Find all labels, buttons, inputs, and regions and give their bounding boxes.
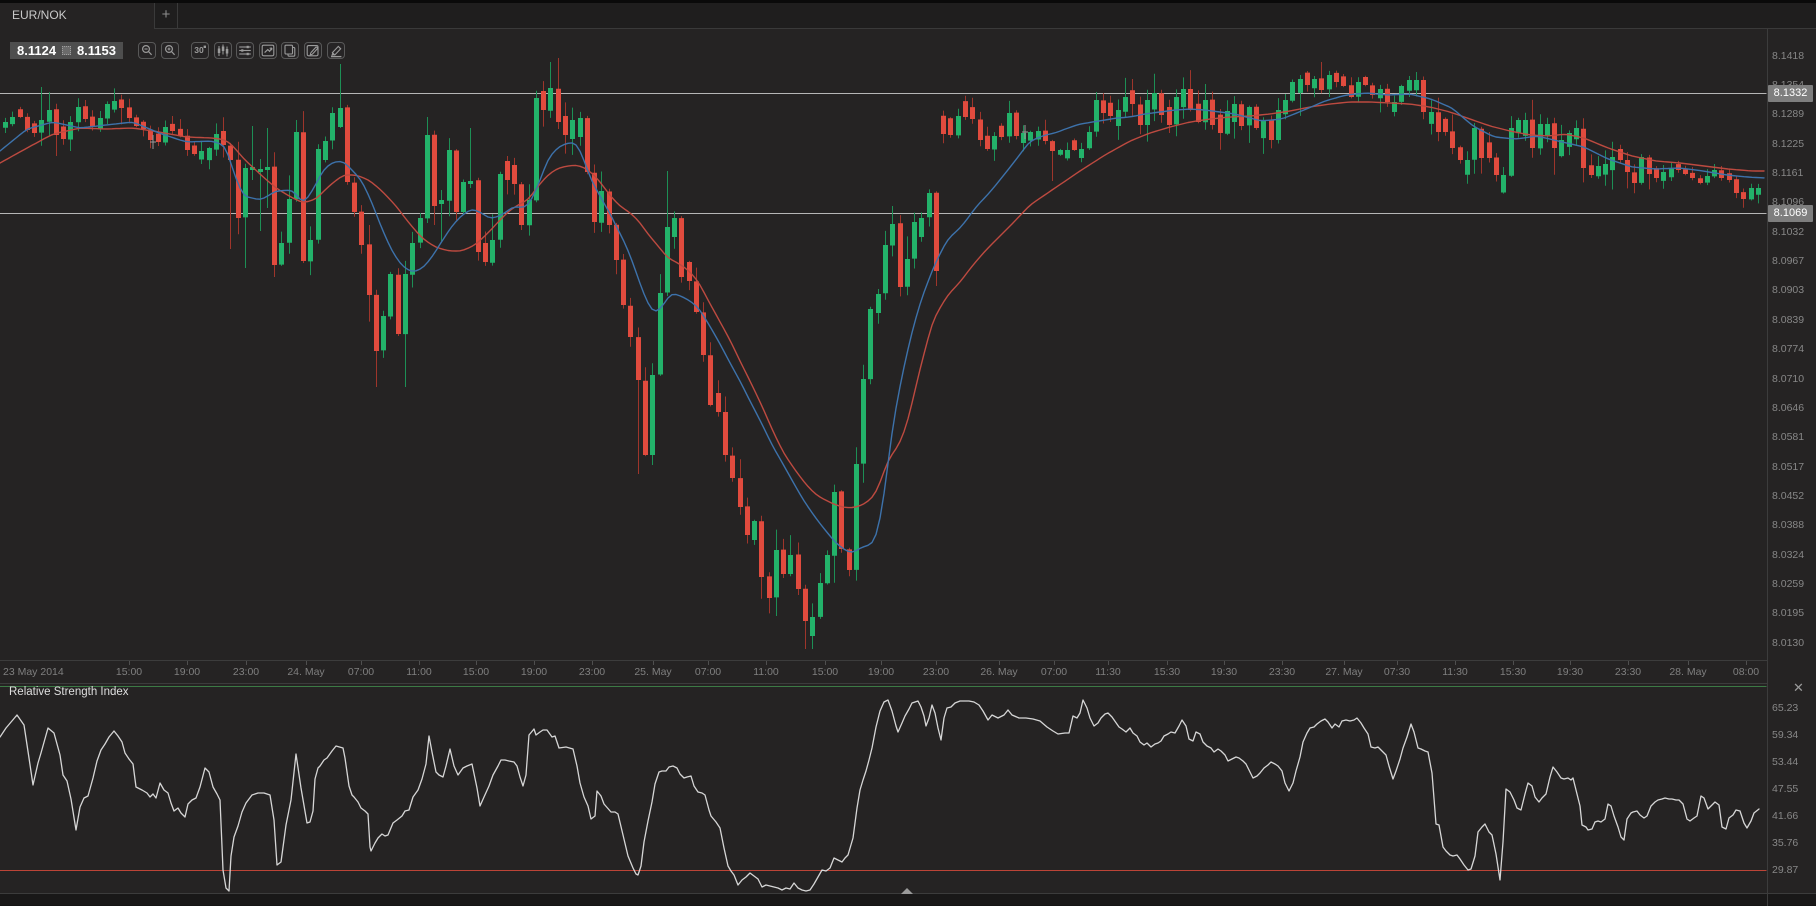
svg-text:30: 30 xyxy=(194,45,204,55)
